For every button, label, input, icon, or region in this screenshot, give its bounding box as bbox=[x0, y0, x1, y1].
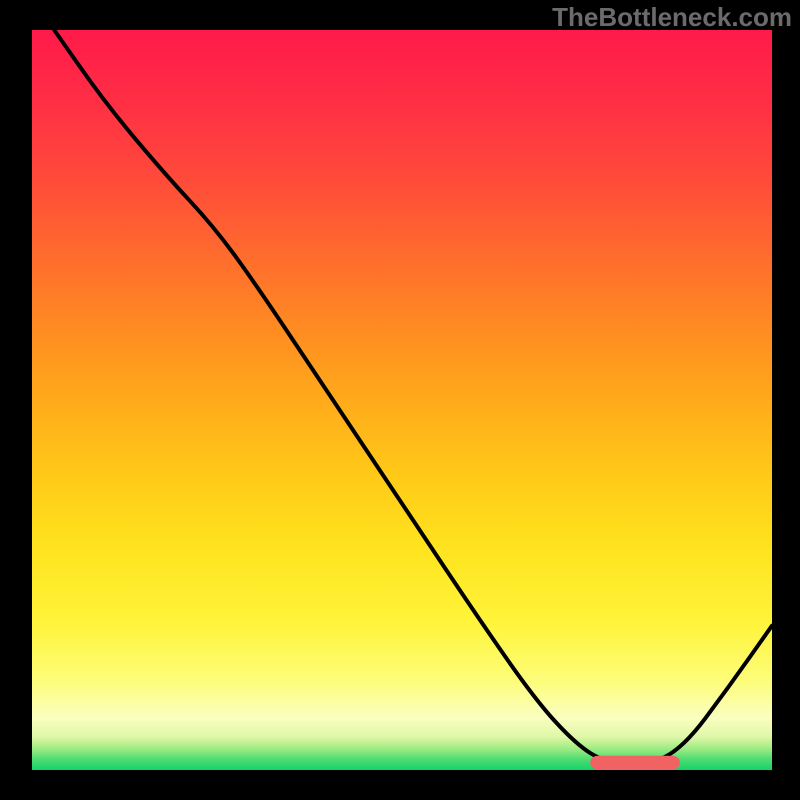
plot-svg bbox=[32, 30, 772, 770]
gradient-background bbox=[32, 30, 772, 770]
gradient-plot-area bbox=[32, 30, 772, 770]
chart-canvas: TheBottleneck.com bbox=[0, 0, 800, 800]
valley-marker bbox=[591, 756, 680, 769]
watermark-text: TheBottleneck.com bbox=[552, 2, 792, 33]
